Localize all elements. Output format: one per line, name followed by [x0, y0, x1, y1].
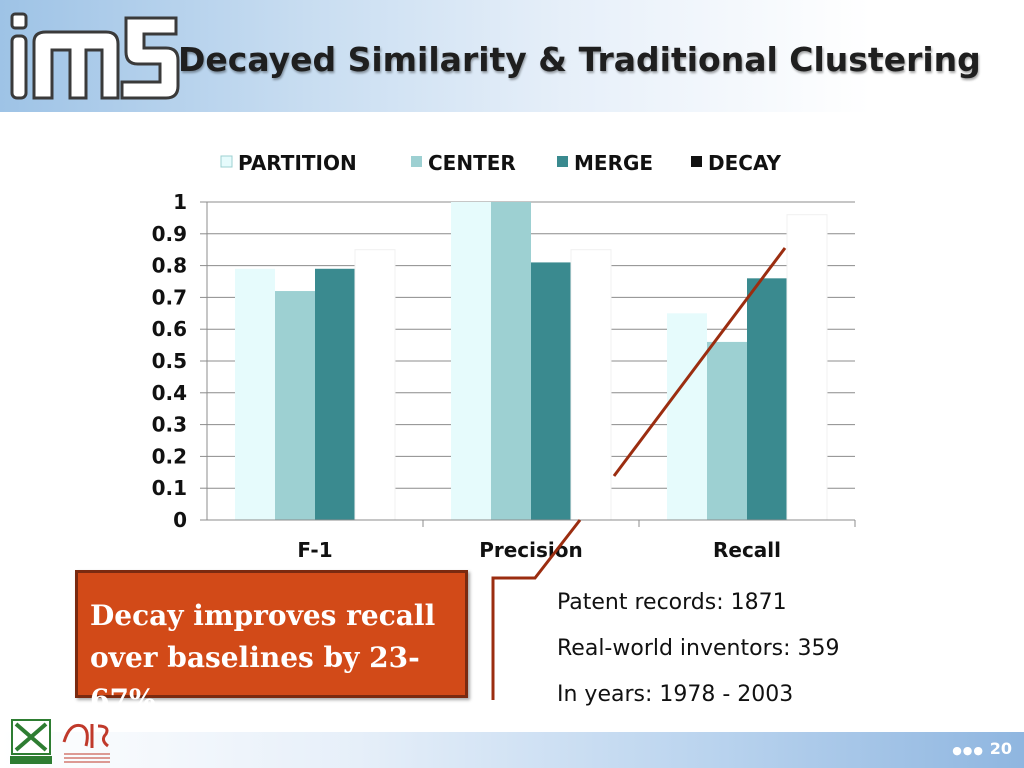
- y-tick-label: 0.5: [152, 349, 187, 373]
- y-tick-label: 0.6: [152, 317, 187, 341]
- bar-partition-precision: [451, 202, 491, 520]
- legend-swatch-partition: [220, 155, 233, 168]
- department-logo-icon: [62, 723, 110, 763]
- x-tick-label: F-1: [297, 538, 332, 562]
- y-tick-label: 0.9: [152, 222, 187, 246]
- stats-list: Patent records: 1871 Real-world inventor…: [557, 588, 839, 726]
- y-tick-label: 0.2: [152, 444, 187, 468]
- y-tick-label: 1: [173, 190, 187, 214]
- legend-label-partition: PARTITION: [238, 151, 357, 175]
- stat-years: In years: 1978 - 2003: [557, 682, 794, 707]
- y-tick-label: 0.8: [152, 254, 187, 278]
- y-tick-label: 0: [173, 508, 187, 532]
- university-logo-icon: [10, 719, 52, 764]
- bar-partition-f-1: [235, 268, 275, 520]
- bar-center-recall: [707, 341, 747, 520]
- y-tick-label: 0.3: [152, 413, 187, 437]
- bar-center-precision: [491, 202, 531, 520]
- slide-header: Decayed Similarity & Traditional Cluster…: [0, 0, 1024, 112]
- legend-swatch-center: [411, 156, 422, 167]
- nav-dots: ●●●: [952, 744, 984, 757]
- bar-center-f-1: [275, 291, 315, 520]
- page-number: 20: [989, 739, 1012, 758]
- mis-logo-icon: [10, 12, 180, 100]
- legend-swatch-decay: [691, 156, 702, 167]
- stat-inventors: Real-world inventors: 359: [557, 636, 840, 661]
- slide-footer: [0, 732, 1024, 768]
- callout-box: Decay improves recall over baselines by …: [75, 570, 468, 716]
- bar-merge-f-1: [315, 268, 355, 520]
- y-tick-label: 0.1: [152, 476, 187, 500]
- bar-decay-f-1: [354, 249, 396, 521]
- legend-label-center: CENTER: [428, 151, 516, 175]
- x-tick-label: Recall: [713, 538, 781, 562]
- y-tick-label: 0.7: [152, 285, 187, 309]
- legend-label-merge: MERGE: [574, 151, 653, 175]
- callout-text: Decay improves recall over baselines by …: [90, 599, 436, 716]
- legend-label-decay: DECAY: [708, 151, 782, 175]
- legend-swatch-merge: [557, 156, 568, 167]
- slide-title: Decayed Similarity & Traditional Cluster…: [178, 40, 981, 79]
- bar-chart: 0 0.1 0.2 0.3 0.4 0.5 0.6 0.7 0.8 0.9 1 F-1 Precisio…: [152, 151, 856, 562]
- bar-merge-recall: [747, 278, 787, 520]
- bar-decay-precision: [570, 249, 612, 521]
- y-tick-label: 0.4: [152, 381, 187, 405]
- bar-decay-recall: [786, 214, 828, 521]
- bar-merge-precision: [531, 262, 571, 520]
- bar-partition-recall: [667, 313, 707, 520]
- x-tick-label: Precision: [479, 538, 583, 562]
- stat-patent-records: Patent records: 1871: [557, 590, 787, 615]
